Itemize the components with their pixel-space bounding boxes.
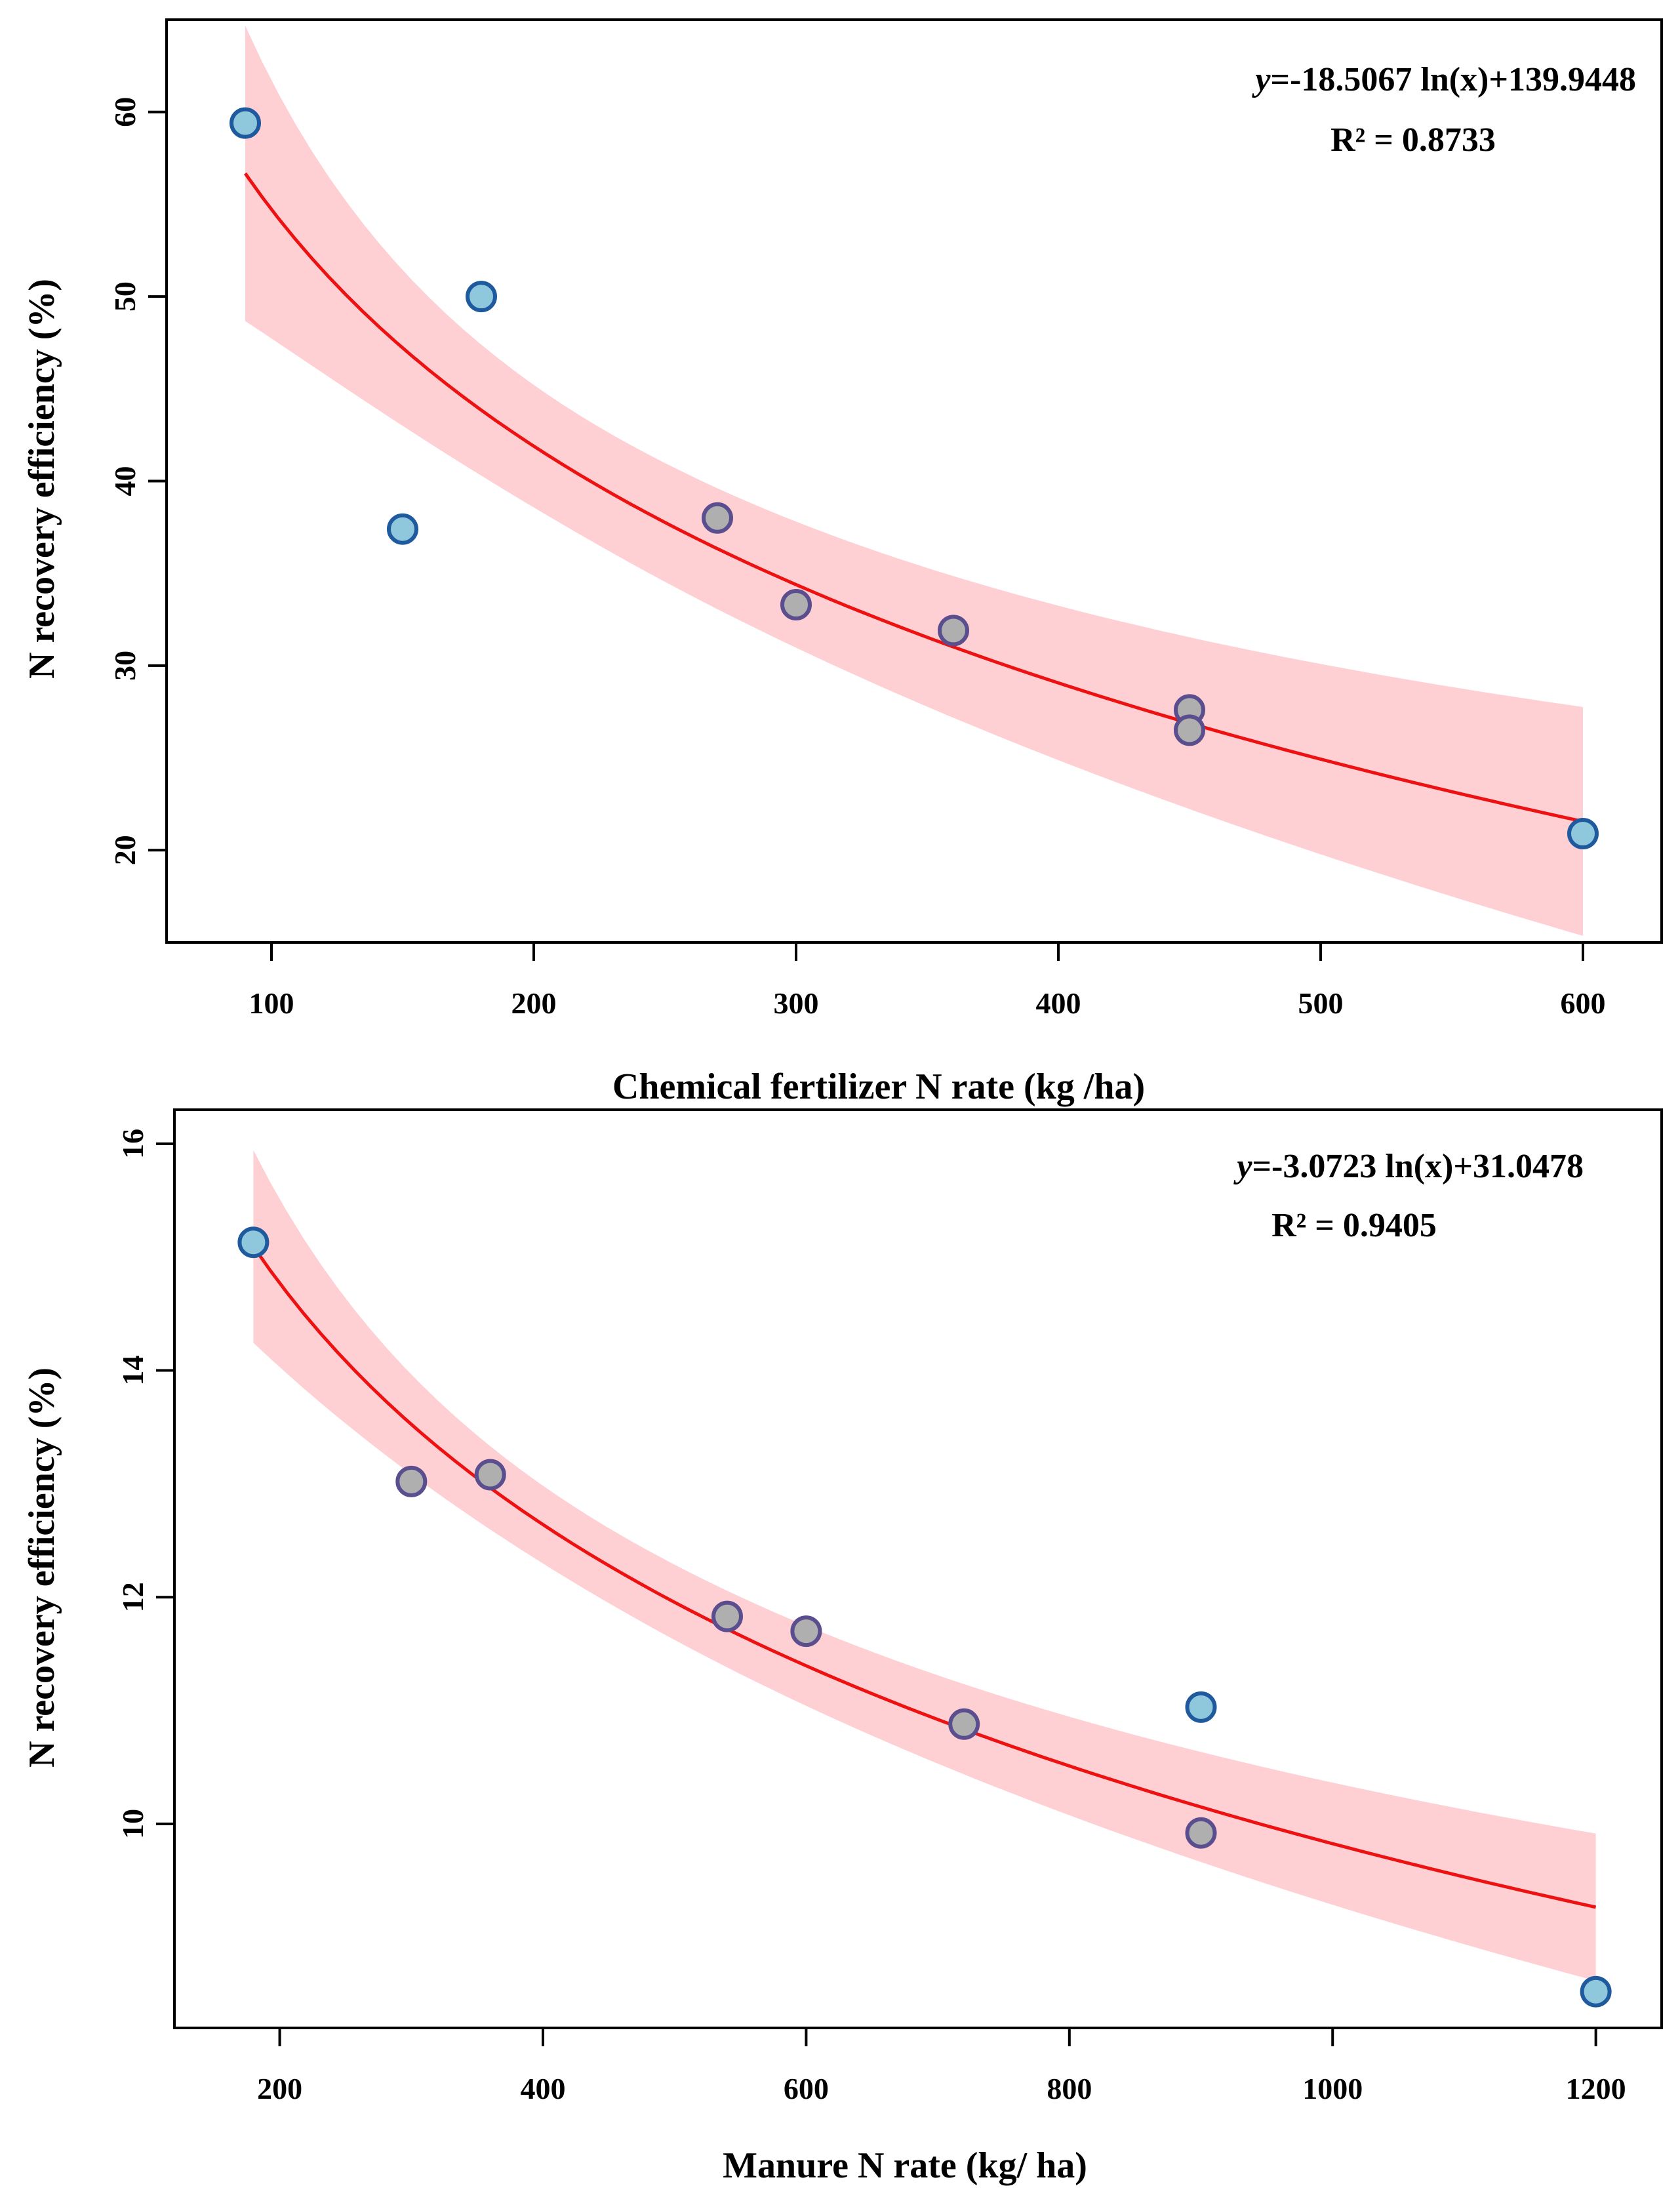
y-axis-title-bottom: N recovery efficiency (%) — [22, 1367, 62, 1768]
y-tick-label: 16 — [116, 1129, 150, 1159]
data-point — [230, 107, 261, 139]
ticks-top: 100 200 300 400 500 600 20 30 40 50 60 — [108, 97, 1606, 1020]
x-tick-label: 600 — [1561, 986, 1606, 1020]
x-tick-label: 200 — [511, 986, 557, 1020]
x-tick-label: 200 — [257, 2072, 302, 2105]
equation-top: y=-18.5067 ln(x)+139.9448 — [1251, 61, 1636, 98]
y-tick-label: 50 — [108, 281, 142, 312]
r-squared-top: R² = 0.8733 — [1330, 121, 1496, 159]
data-point — [474, 1459, 506, 1491]
data-point — [948, 1708, 980, 1740]
x-axis-title-top: Chemical fertilizer N rate (kg /ha) — [612, 1066, 1145, 1107]
panel-bottom: 200 400 600 800 1000 1200 10 12 14 16 y=-3.0723 l… — [22, 1108, 1663, 2186]
x-tick-label: 600 — [784, 2072, 829, 2105]
data-point — [780, 589, 812, 620]
data-point — [387, 513, 418, 545]
data-point — [1580, 1975, 1612, 2008]
x-axis-title-bottom: Manure N rate (kg/ ha) — [723, 2145, 1087, 2186]
data-point — [237, 1226, 270, 1259]
r-squared-bottom: R² = 0.9405 — [1271, 1207, 1437, 1244]
ticks-bottom: 200 400 600 800 1000 1200 10 12 14 16 — [116, 1129, 1626, 2105]
data-point — [790, 1615, 822, 1648]
data-point — [395, 1465, 428, 1497]
y-tick-label: 20 — [108, 835, 142, 865]
y-tick-label: 14 — [116, 1356, 150, 1386]
data-point — [466, 281, 497, 313]
y-axis-title-top: N recovery efficiency (%) — [22, 279, 62, 679]
equation-bottom: y=-3.0723 ln(x)+31.0478 — [1233, 1148, 1584, 1185]
x-tick-label: 1200 — [1566, 2072, 1626, 2105]
x-tick-label: 500 — [1298, 986, 1344, 1020]
data-point — [938, 615, 969, 647]
data-point — [1185, 1691, 1217, 1723]
data-point — [1567, 818, 1599, 849]
data-points-bottom — [237, 1226, 1612, 2008]
confidence-band-bottom — [253, 1150, 1596, 1981]
data-point — [702, 502, 733, 534]
x-tick-label: 1000 — [1302, 2072, 1363, 2105]
y-tick-label: 12 — [116, 1582, 150, 1612]
fit-line — [243, 172, 1584, 823]
y-tick-label: 10 — [116, 1809, 150, 1839]
confidence-band-top — [245, 26, 1583, 936]
x-tick-label: 800 — [1047, 2072, 1092, 2105]
fit-curve-top — [243, 172, 1584, 823]
data-points-top — [230, 107, 1599, 849]
confidence-band — [245, 26, 1583, 936]
x-tick-label: 300 — [774, 986, 819, 1020]
x-tick-label: 400 — [520, 2072, 565, 2105]
y-tick-label: 40 — [108, 466, 142, 496]
plot-frame — [173, 1108, 1663, 2029]
y-tick-label: 30 — [108, 651, 142, 681]
data-point — [1185, 1817, 1217, 1849]
panel-top: 100 200 300 400 500 600 20 30 40 50 60 y=-18.5067 … — [22, 18, 1663, 1107]
data-point — [711, 1600, 743, 1632]
x-tick-label: 400 — [1036, 986, 1081, 1020]
axes-bottom — [173, 1108, 1663, 2029]
x-tick-label: 100 — [249, 986, 294, 1020]
data-point — [1174, 714, 1205, 746]
y-tick-label: 60 — [108, 97, 142, 127]
confidence-band — [253, 1150, 1596, 1981]
